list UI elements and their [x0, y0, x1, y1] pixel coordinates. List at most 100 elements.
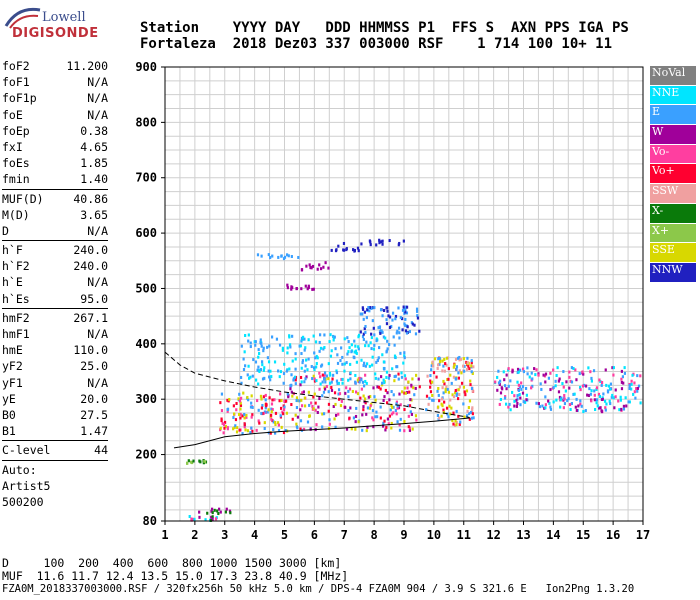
echo-point — [246, 373, 249, 377]
echo-point — [311, 405, 314, 409]
echo-point — [364, 373, 367, 377]
echo-point — [263, 366, 266, 370]
echo-point — [436, 366, 439, 370]
param-key: fmin — [2, 172, 30, 187]
echo-point — [364, 330, 367, 334]
legend-item: NNW — [650, 262, 696, 282]
echo-point — [385, 375, 388, 379]
echo-point — [226, 398, 229, 402]
echo-point — [245, 413, 248, 417]
echo-point — [554, 379, 557, 383]
echo-point — [435, 375, 438, 379]
echo-point — [592, 369, 596, 373]
echo-point — [190, 517, 193, 521]
echo-point — [620, 369, 623, 373]
echo-point — [257, 382, 260, 386]
echo-point — [295, 406, 299, 410]
echo-point — [466, 409, 469, 413]
x-tick-label: 12 — [486, 528, 500, 542]
echo-point — [415, 307, 419, 311]
echo-point — [262, 368, 265, 372]
param-row: foEp 0.38 — [2, 123, 108, 139]
echo-point — [523, 400, 527, 404]
echo-point — [277, 423, 280, 427]
echo-point — [397, 326, 401, 330]
x-tick-label: 5 — [281, 528, 288, 542]
echo-point — [363, 327, 366, 331]
echo-point — [286, 351, 289, 355]
echo-point — [241, 414, 244, 418]
echo-point — [442, 391, 445, 395]
echo-point — [468, 417, 471, 421]
echo-point — [310, 365, 313, 369]
echo-point — [566, 399, 569, 403]
echo-point — [390, 421, 393, 425]
echo-point — [458, 385, 462, 389]
echo-point — [380, 383, 384, 387]
echo-point — [381, 330, 384, 334]
echo-point — [445, 363, 448, 367]
legend-item: Vo- — [650, 144, 696, 164]
echo-point — [337, 397, 341, 401]
echo-point — [570, 366, 573, 370]
echo-point — [334, 425, 337, 429]
echo-point — [294, 367, 297, 371]
echo-point — [627, 400, 630, 404]
echo-point — [452, 375, 456, 379]
echo-point — [460, 371, 463, 375]
profile-traces — [164, 351, 470, 449]
echo-point — [519, 403, 522, 407]
x-tick-label: 16 — [606, 528, 620, 542]
echo-point — [381, 314, 384, 318]
echo-point — [371, 409, 375, 413]
echo-point — [381, 239, 384, 243]
echo-point — [335, 248, 338, 252]
echo-point — [393, 375, 396, 379]
echo-point — [408, 390, 411, 394]
echo-point — [306, 420, 310, 424]
echo-point — [408, 404, 412, 408]
param-key: foF2 — [2, 59, 30, 73]
echo-point — [295, 287, 298, 291]
echo-point — [246, 396, 249, 400]
echo-point — [340, 377, 343, 381]
echo-point — [348, 416, 351, 420]
echo-point — [316, 267, 319, 271]
echo-point — [367, 395, 370, 399]
echo-point — [255, 428, 258, 432]
echo-point — [578, 372, 581, 376]
echo-point — [233, 426, 236, 430]
echo-point — [298, 344, 301, 348]
echo-point — [270, 335, 274, 339]
param-value: 0.38 — [80, 123, 108, 138]
echo-point — [370, 332, 373, 336]
echo-point — [254, 378, 258, 382]
echo-point — [218, 507, 221, 511]
echo-point — [213, 508, 216, 512]
echo-point — [563, 397, 566, 401]
echo-point — [223, 426, 226, 430]
echo-point — [388, 343, 391, 347]
y-axis-ticks: 900 800 700 600 500 400 300 200 80 — [135, 60, 165, 528]
echo-point — [282, 381, 285, 385]
param-key: B0 — [2, 407, 16, 422]
echo-point — [562, 370, 565, 374]
echo-point — [277, 255, 280, 259]
echo-point — [394, 374, 397, 378]
echo-point — [321, 373, 324, 377]
echo-point — [257, 355, 260, 359]
echo-point — [467, 412, 471, 416]
echo-point — [397, 306, 400, 310]
echo-point — [399, 315, 402, 319]
echo-point — [228, 509, 232, 513]
echo-point — [274, 431, 277, 435]
echo-point — [337, 388, 341, 392]
echo-point — [243, 350, 246, 354]
echo-point — [335, 371, 339, 375]
echo-point — [345, 361, 348, 365]
echo-point — [305, 264, 308, 268]
echo-point — [327, 362, 330, 366]
echo-point — [258, 421, 261, 425]
echo-point — [430, 368, 433, 372]
echo-point — [436, 414, 440, 418]
